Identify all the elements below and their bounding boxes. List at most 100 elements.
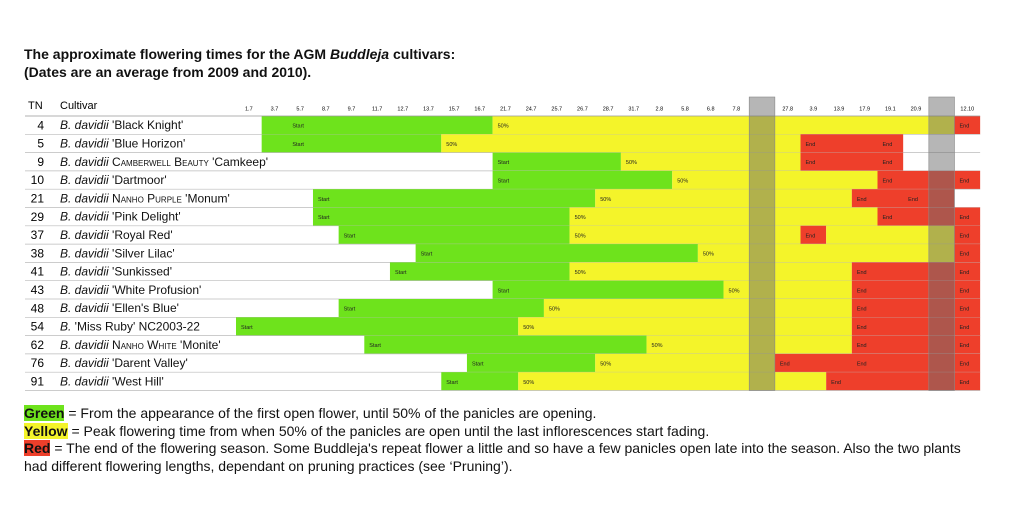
text-part: Buddleja [330, 46, 389, 62]
cultivar-header: Cultivar [60, 100, 98, 112]
date-header: 28.7 [603, 106, 614, 112]
cultivar: B. davidii 'Pink Delight' [60, 210, 181, 224]
date-header: 27.8 [782, 106, 793, 112]
phase-yellow [518, 317, 852, 336]
date-header: 13.9 [834, 106, 845, 112]
phase-yellow [697, 244, 955, 263]
phase-label: End [883, 142, 893, 148]
phase-green [312, 189, 596, 208]
phase-green [389, 262, 570, 281]
phase-label: End [959, 215, 969, 221]
text-part: 'Royal Red' [109, 228, 173, 242]
phase-label: 50% [703, 252, 714, 258]
phase-label: Start [344, 233, 356, 239]
phase-label: Start [498, 160, 510, 166]
phase-green [236, 317, 519, 336]
text-part: B. davidii [60, 246, 109, 260]
date-header: 13.7 [423, 106, 434, 112]
cultivar: B. davidii Nanho Purple 'Monum' [60, 192, 230, 206]
phase-green [441, 372, 519, 391]
text-part: Nanho White [112, 338, 177, 352]
date-header: 7.8 [733, 106, 741, 112]
phase-yellow [492, 116, 955, 135]
gap-column [748, 96, 776, 391]
date-header: 21.7 [500, 106, 511, 112]
phase-red [800, 134, 904, 153]
phase-green [338, 225, 570, 245]
cultivar: B. davidii 'Royal Red' [60, 228, 173, 242]
text-part: 'Pink Delight' [109, 210, 181, 224]
text-part: 'Black Knight' [109, 118, 184, 132]
legend-text: = The end of the flowering season. Some … [24, 440, 961, 474]
phase-label: Start [369, 343, 381, 349]
date-header: 20.9 [911, 106, 922, 112]
phase-label: End [959, 288, 969, 294]
date-header: 31.7 [628, 106, 639, 112]
phase-label: Start [292, 142, 304, 148]
cultivar: B. davidii 'Ellen's Blue' [60, 301, 179, 315]
legend-key: Red [24, 440, 51, 456]
phase-green [261, 134, 442, 153]
phase-yellow [518, 372, 827, 391]
legend-key: Green [24, 405, 65, 421]
text-part: B. davidii [60, 210, 109, 224]
text-part: Nanho Purple [112, 192, 182, 206]
phase-label: End [857, 325, 867, 331]
phase-label: Start [318, 197, 330, 203]
legend-item: Red = The end of the flowering season. S… [24, 440, 984, 475]
date-header: 24.7 [526, 106, 537, 112]
text-part: B. davidii [60, 265, 109, 279]
text-part: 'Ellen's Blue' [109, 301, 179, 315]
text-part: 'Sunkissed' [109, 265, 172, 279]
gap-column [928, 96, 955, 391]
tn: 4 [37, 118, 44, 132]
text-part: 'West Hill' [109, 375, 164, 389]
cultivar: B. 'Miss Ruby' NC2003-22 [60, 320, 200, 334]
date-header: 1.7 [245, 106, 253, 112]
phase-label: 50% [498, 124, 509, 130]
phase-label: 50% [626, 160, 637, 166]
date-header: 12.7 [397, 106, 408, 112]
phase-label: Start [241, 325, 253, 331]
date-header: 15.7 [449, 106, 460, 112]
phase-label: Start [498, 179, 510, 185]
phase-label: End [857, 270, 867, 276]
text-part: 'Blue Horizon' [109, 137, 186, 151]
phase-yellow [543, 299, 852, 318]
text-part: B. davidii [60, 338, 112, 352]
tn: 21 [31, 192, 45, 206]
text-part: 'Camkeep' [209, 155, 268, 169]
phase-label: End [959, 270, 969, 276]
phase-green [261, 116, 493, 135]
date-header: 5.8 [681, 106, 689, 112]
date-header: 9.7 [348, 106, 356, 112]
date-header: 26.7 [577, 106, 588, 112]
phase-green [492, 280, 724, 299]
phase-red [954, 244, 981, 263]
cultivar: B. davidii Camberwell Beauty 'Camkeep' [60, 155, 268, 169]
date-header: 17.9 [859, 106, 870, 112]
text-part: Camberwell Beauty [112, 155, 209, 169]
text-part: 'White Profusion' [109, 283, 202, 297]
text-part: B. davidii [60, 356, 109, 370]
text-part: B. [60, 320, 71, 334]
text-part: 'Miss Ruby' NC2003-22 [71, 320, 200, 334]
tn: 62 [31, 338, 45, 352]
text-part: B. davidii [60, 137, 109, 151]
phase-label: End [959, 179, 969, 185]
phase-yellow [569, 262, 852, 281]
phase-label: End [959, 343, 969, 349]
tn: 38 [31, 246, 45, 260]
text-part: B. davidii [60, 228, 109, 242]
phase-label: End [883, 160, 893, 166]
tn: 9 [37, 155, 44, 169]
phase-red [954, 225, 981, 245]
text-part: B. davidii [60, 155, 112, 169]
phase-red [826, 372, 981, 391]
phase-label: End [806, 233, 816, 239]
phase-label: 50% [600, 197, 611, 203]
date-header: 3.9 [810, 106, 818, 112]
phase-yellow [569, 225, 801, 245]
text-part: The approximate flowering times for the … [24, 46, 330, 62]
